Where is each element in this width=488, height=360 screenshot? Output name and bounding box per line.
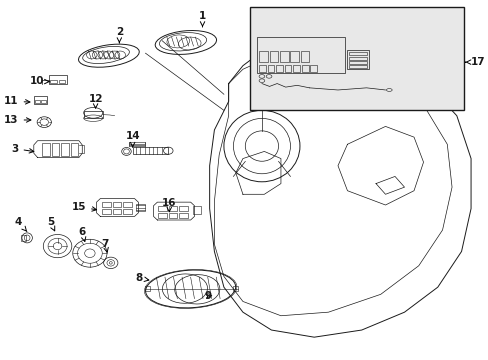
Bar [123, 208, 131, 213]
Bar [179, 206, 187, 211]
Bar [61, 143, 69, 156]
Bar [34, 96, 47, 104]
Bar [41, 100, 46, 103]
Bar [233, 287, 238, 292]
Bar [179, 213, 187, 218]
Text: 6: 6 [79, 227, 86, 242]
Bar [300, 51, 309, 62]
Bar [168, 206, 177, 211]
Bar [257, 37, 345, 73]
Text: 8: 8 [135, 273, 148, 283]
Bar [59, 80, 64, 83]
Bar [112, 202, 121, 207]
Text: 5: 5 [47, 217, 55, 231]
Text: 1: 1 [199, 11, 206, 27]
Text: 3: 3 [11, 144, 34, 154]
Text: 12: 12 [88, 94, 102, 108]
Bar [348, 65, 366, 68]
Bar [145, 287, 150, 292]
Bar [293, 65, 299, 72]
Bar [83, 111, 102, 118]
Bar [267, 65, 274, 72]
Text: 10: 10 [30, 76, 50, 86]
Bar [348, 57, 366, 60]
Bar [259, 65, 265, 72]
Text: 9: 9 [204, 291, 212, 301]
Bar [129, 145, 145, 146]
Bar [50, 80, 57, 83]
Text: 11: 11 [4, 96, 30, 107]
Bar [112, 208, 121, 213]
Bar [168, 213, 177, 218]
Bar [132, 147, 168, 154]
Text: 17: 17 [465, 57, 485, 67]
Bar [347, 50, 368, 69]
Bar [158, 206, 166, 211]
Bar [158, 213, 166, 218]
Bar [42, 143, 50, 156]
Bar [301, 65, 308, 72]
Text: 13: 13 [4, 115, 31, 125]
Bar [49, 75, 67, 84]
Bar [136, 203, 145, 211]
Text: 7: 7 [101, 239, 108, 252]
Bar [280, 51, 288, 62]
Bar [123, 202, 131, 207]
Bar [310, 65, 316, 72]
Bar [348, 61, 366, 64]
Text: 15: 15 [71, 202, 96, 212]
Bar [249, 7, 463, 111]
Bar [129, 142, 145, 144]
Bar [348, 53, 366, 55]
Text: 4: 4 [15, 217, 27, 231]
Bar [269, 51, 278, 62]
Bar [276, 65, 282, 72]
Bar [192, 206, 201, 214]
Bar [259, 51, 267, 62]
Bar [102, 208, 111, 213]
Bar [284, 65, 291, 72]
Text: 2: 2 [116, 27, 122, 43]
Bar [102, 202, 111, 207]
Text: 14: 14 [125, 131, 140, 147]
Bar [52, 143, 60, 156]
Bar [71, 143, 78, 156]
Bar [21, 235, 26, 241]
Bar [290, 51, 298, 62]
Text: 16: 16 [162, 198, 176, 212]
Bar [35, 100, 40, 103]
